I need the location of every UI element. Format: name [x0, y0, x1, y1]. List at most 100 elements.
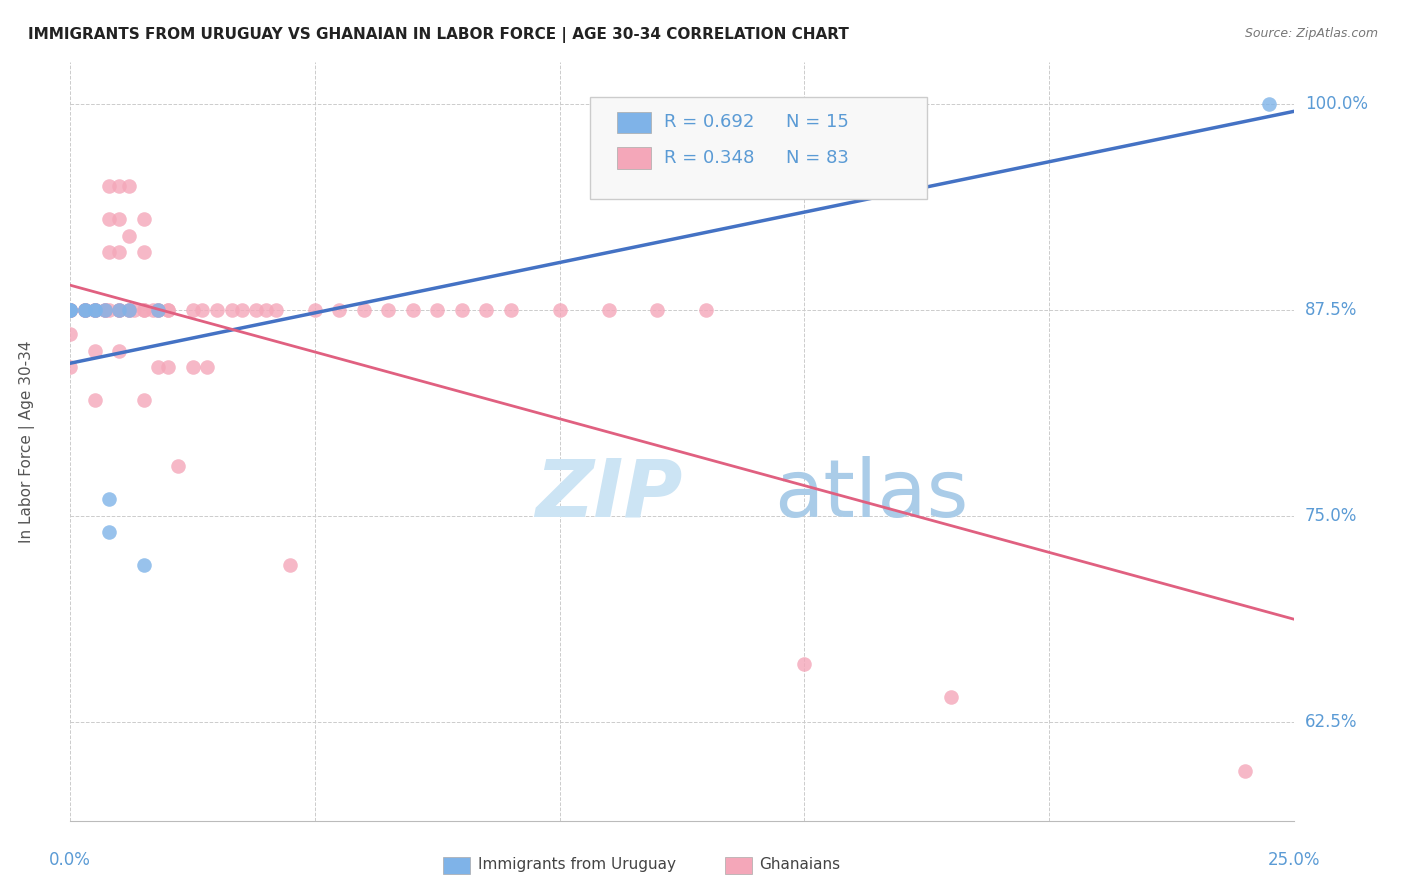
Point [59, 302, 82, 317]
Point [73, 302, 96, 317]
Point [73, 302, 96, 317]
Point [108, 212, 131, 227]
Point [73, 302, 96, 317]
Point [1233, 764, 1256, 779]
Point [83, 343, 105, 358]
Point [59, 302, 82, 317]
Point [122, 302, 145, 317]
Point [1258, 96, 1281, 111]
Point [59, 327, 82, 342]
Point [157, 360, 180, 375]
Point [98, 244, 121, 259]
Point [264, 302, 287, 317]
Point [132, 244, 155, 259]
Point [132, 558, 155, 573]
Point [83, 302, 105, 317]
Text: N = 15: N = 15 [786, 113, 849, 131]
Point [108, 302, 131, 317]
Point [83, 302, 105, 317]
Point [83, 302, 105, 317]
Point [353, 302, 375, 317]
Point [132, 302, 155, 317]
Point [280, 558, 302, 573]
Point [118, 302, 141, 317]
Point [148, 302, 170, 317]
Point [108, 302, 131, 317]
Text: atlas: atlas [773, 456, 967, 533]
Point [93, 302, 115, 317]
FancyBboxPatch shape [617, 147, 651, 169]
Point [157, 302, 180, 317]
Point [195, 360, 218, 375]
Point [157, 302, 180, 317]
Text: 87.5%: 87.5% [1305, 301, 1357, 318]
Point [98, 302, 121, 317]
Text: IMMIGRANTS FROM URUGUAY VS GHANAIAN IN LABOR FORCE | AGE 30-34 CORRELATION CHART: IMMIGRANTS FROM URUGUAY VS GHANAIAN IN L… [28, 27, 849, 43]
Point [254, 302, 277, 317]
Text: R = 0.348: R = 0.348 [664, 149, 754, 167]
Point [118, 302, 141, 317]
Point [108, 179, 131, 194]
Text: 100.0%: 100.0% [1305, 95, 1368, 112]
Point [93, 302, 115, 317]
Point [59, 302, 82, 317]
FancyBboxPatch shape [591, 96, 927, 199]
Text: 25.0%: 25.0% [1267, 851, 1320, 869]
Point [108, 343, 131, 358]
Point [450, 302, 472, 317]
Point [108, 302, 131, 317]
Text: N = 83: N = 83 [786, 149, 849, 167]
Point [148, 360, 170, 375]
Point [98, 212, 121, 227]
FancyBboxPatch shape [724, 857, 752, 874]
Point [83, 302, 105, 317]
Point [59, 302, 82, 317]
Text: Source: ZipAtlas.com: Source: ZipAtlas.com [1244, 27, 1378, 40]
Point [59, 360, 82, 375]
Point [499, 302, 522, 317]
Point [304, 302, 326, 317]
Point [132, 302, 155, 317]
Point [181, 302, 204, 317]
Point [377, 302, 399, 317]
Point [181, 360, 204, 375]
Point [83, 393, 105, 408]
Point [83, 302, 105, 317]
Point [132, 212, 155, 227]
Point [148, 302, 170, 317]
Text: 75.0%: 75.0% [1305, 507, 1357, 524]
Point [73, 302, 96, 317]
Text: Ghanaians: Ghanaians [759, 857, 841, 872]
Point [118, 302, 141, 317]
Point [231, 302, 253, 317]
Point [83, 302, 105, 317]
Point [475, 302, 498, 317]
Point [59, 302, 82, 317]
Text: ZIP: ZIP [536, 456, 682, 533]
Point [548, 302, 571, 317]
Text: Immigrants from Uruguay: Immigrants from Uruguay [478, 857, 676, 872]
Point [59, 302, 82, 317]
FancyBboxPatch shape [617, 112, 651, 133]
Point [98, 492, 121, 507]
Text: 62.5%: 62.5% [1305, 713, 1357, 731]
Point [108, 302, 131, 317]
Point [148, 302, 170, 317]
Point [83, 302, 105, 317]
Point [73, 302, 96, 317]
Point [98, 179, 121, 194]
FancyBboxPatch shape [443, 857, 470, 874]
Point [793, 657, 815, 671]
Point [167, 459, 190, 474]
Point [59, 302, 82, 317]
Text: R = 0.692: R = 0.692 [664, 113, 754, 131]
Point [93, 302, 115, 317]
Point [83, 302, 105, 317]
Point [59, 302, 82, 317]
Point [93, 302, 115, 317]
Point [598, 302, 620, 317]
Point [59, 302, 82, 317]
Point [118, 228, 141, 243]
Text: 0.0%: 0.0% [49, 851, 91, 869]
Point [328, 302, 350, 317]
